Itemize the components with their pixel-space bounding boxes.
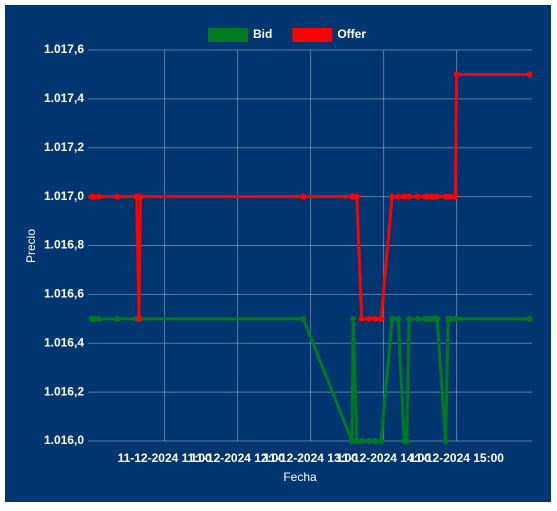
data-point (406, 315, 413, 322)
legend-swatch[interactable] (208, 28, 248, 42)
x-tick-label: 11-12-2024 12:00 (190, 451, 285, 465)
data-point (95, 315, 102, 322)
data-point (114, 315, 121, 322)
y-tick-label: 1.016,0 (44, 433, 84, 447)
data-point (114, 193, 121, 200)
legend-label: Offer (337, 27, 366, 41)
data-point (136, 315, 143, 322)
y-tick-label: 1.016,8 (44, 238, 84, 252)
data-point (434, 315, 441, 322)
y-tick-label: 1.016,6 (44, 287, 84, 301)
data-point (434, 193, 441, 200)
data-point (353, 438, 360, 444)
data-point (365, 438, 372, 444)
x-tick-label: 11-12-2024 14:00 (336, 451, 431, 465)
x-axis-label: Fecha (283, 470, 317, 484)
data-point (300, 315, 307, 322)
data-point (378, 315, 385, 322)
y-tick-label: 1.016,4 (44, 335, 84, 349)
data-point (395, 315, 402, 322)
x-tick-label: 11-12-2024 13:00 (263, 451, 358, 465)
y-tick-label: 1.017,6 (44, 42, 84, 56)
data-point (91, 193, 98, 200)
data-point (452, 193, 459, 200)
legend-swatch[interactable] (292, 28, 333, 42)
data-point (350, 315, 357, 322)
data-point (358, 315, 365, 322)
data-point (358, 438, 365, 444)
y-tick-label: 1.016,2 (44, 384, 84, 398)
data-point (95, 193, 102, 200)
data-point (353, 193, 360, 200)
y-tick-label: 1.017,2 (44, 140, 84, 154)
data-point (526, 315, 533, 322)
y-tick-label: 1.017,0 (44, 189, 84, 203)
data-point (414, 193, 421, 200)
data-point (395, 193, 402, 200)
data-point (414, 315, 421, 322)
legend-label: Bid (253, 27, 272, 41)
data-point (378, 438, 385, 444)
data-point (526, 71, 533, 78)
data-point (403, 438, 410, 444)
x-tick-label: 11-12-2024 11:00 (118, 451, 212, 465)
data-point (447, 315, 454, 322)
data-point (389, 193, 396, 200)
data-point (453, 315, 460, 322)
data-point (442, 438, 449, 444)
data-point (348, 438, 355, 444)
data-point (137, 193, 144, 200)
y-tick-label: 1.017,4 (44, 91, 84, 105)
data-point (365, 315, 372, 322)
data-point (406, 193, 413, 200)
data-point (91, 315, 98, 322)
data-point (372, 438, 379, 444)
data-point (453, 71, 460, 78)
data-point (389, 315, 396, 322)
data-point (300, 193, 307, 200)
x-tick-label: 11-12-2024 15:00 (409, 451, 504, 465)
data-point (447, 193, 454, 200)
y-axis-label: Precio (24, 229, 38, 263)
chart-background (5, 5, 551, 502)
data-point (372, 315, 379, 322)
